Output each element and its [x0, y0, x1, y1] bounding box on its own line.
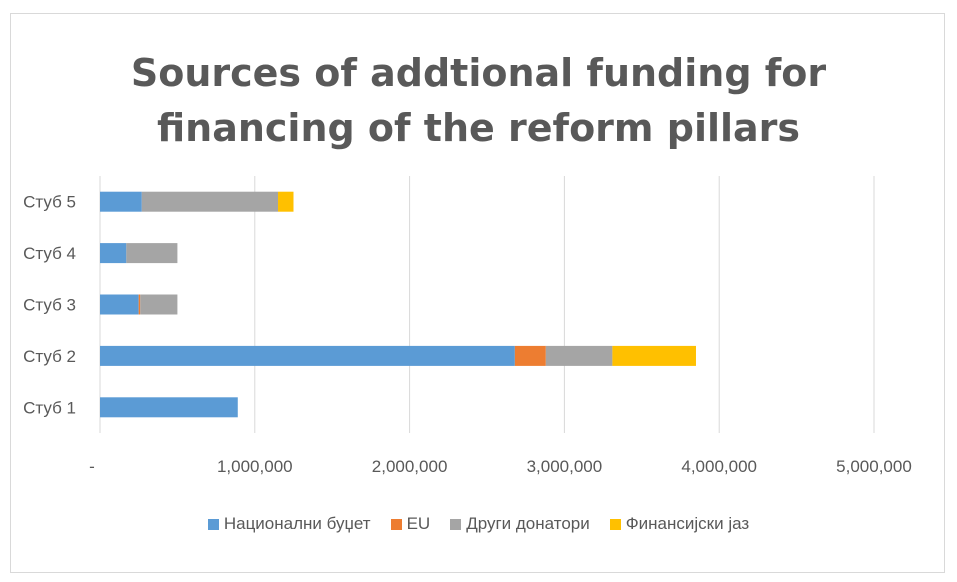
chart-area — [10, 13, 945, 573]
y-tick-label: Стуб 3 — [23, 296, 76, 315]
bar-segment — [100, 397, 238, 418]
legend: Национални буџет EU Други донатори Финансиј… — [0, 514, 957, 534]
bar-segment — [100, 243, 127, 264]
bar-segment — [100, 345, 515, 366]
x-tick-label: 2,000,000 — [372, 457, 448, 476]
y-tick-label: Стуб 4 — [23, 244, 76, 263]
x-tick-label: 1,000,000 — [217, 457, 293, 476]
bar-segment — [514, 345, 546, 366]
chart-title-line-2: financing of the reform pillars — [156, 106, 801, 150]
legend-item: Национални буџет — [207, 514, 371, 534]
x-tick-label: - — [89, 457, 95, 476]
bar-segment — [100, 294, 139, 315]
x-tick-label: 5,000,000 — [836, 457, 912, 476]
bar-segment — [138, 294, 141, 315]
y-tick-label: Стуб 5 — [23, 193, 76, 212]
bar-segment — [100, 191, 142, 212]
legend-swatch — [450, 518, 462, 530]
bar-segment — [278, 191, 294, 212]
legend-label: Други донатори — [466, 514, 590, 533]
legend-item: EU — [390, 514, 431, 534]
bar-segment — [126, 243, 178, 264]
x-tick-label: 4,000,000 — [681, 457, 757, 476]
bar-segment — [612, 345, 696, 366]
legend-swatch — [390, 518, 402, 530]
legend-item: Финансијски јаз — [609, 514, 750, 534]
chart-title: Sources of addtional funding for financi… — [0, 46, 957, 156]
legend-swatch — [207, 518, 219, 530]
x-tick-label: 3,000,000 — [527, 457, 603, 476]
y-tick-label: Стуб 2 — [23, 347, 76, 366]
chart-title-line-1: Sources of addtional funding for — [130, 51, 827, 95]
legend-swatch — [609, 518, 621, 530]
bar-segment — [140, 294, 178, 315]
y-tick-label: Стуб 1 — [23, 398, 76, 417]
bar-segment — [141, 191, 279, 212]
legend-label: Финансијски јаз — [625, 514, 750, 533]
legend-item: Други донатори — [450, 514, 590, 534]
legend-label: EU — [406, 514, 431, 533]
legend-label: Национални буџет — [223, 514, 371, 533]
bar-segment — [545, 345, 613, 366]
